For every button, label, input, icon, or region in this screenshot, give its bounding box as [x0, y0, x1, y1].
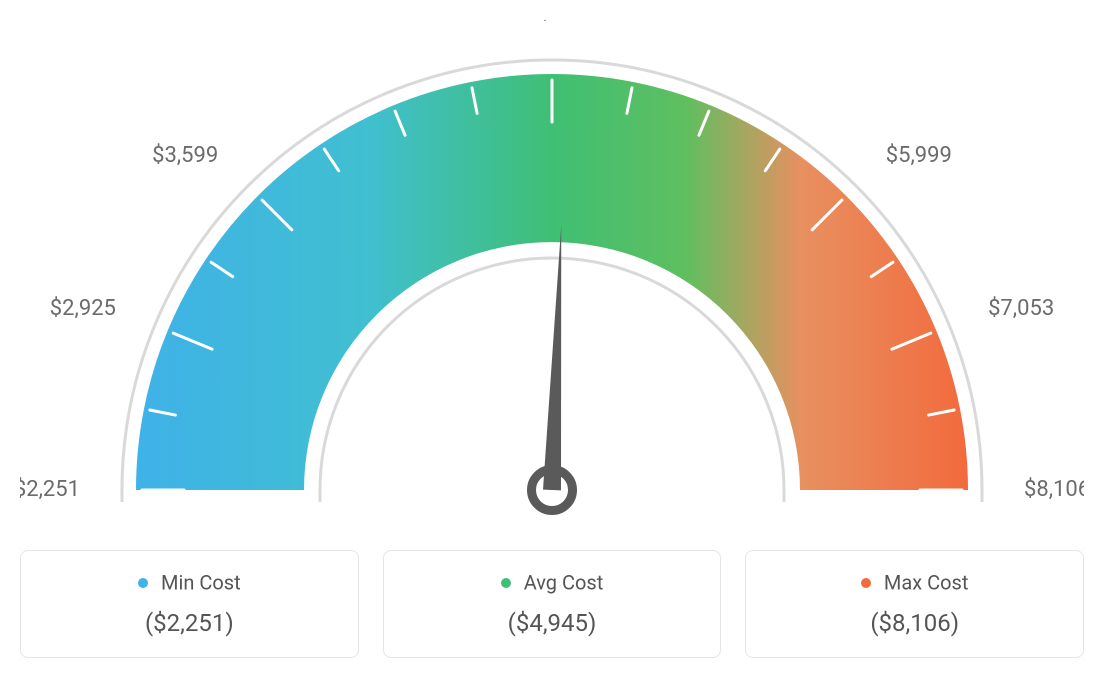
svg-text:$3,599: $3,599: [152, 143, 218, 168]
svg-text:$2,251: $2,251: [20, 477, 80, 502]
svg-text:$8,106: $8,106: [1024, 477, 1084, 502]
min-cost-card: Min Cost ($2,251): [20, 550, 359, 658]
min-value: ($2,251): [31, 609, 348, 637]
avg-value: ($4,945): [394, 609, 711, 637]
avg-dot-icon: [501, 578, 511, 588]
avg-cost-card: Avg Cost ($4,945): [383, 550, 722, 658]
avg-title: Avg Cost: [524, 571, 604, 595]
svg-text:$4,945: $4,945: [519, 20, 585, 24]
max-title: Max Cost: [884, 571, 969, 595]
min-title: Min Cost: [161, 571, 241, 595]
svg-text:$2,925: $2,925: [50, 296, 116, 321]
min-dot-icon: [138, 578, 148, 588]
max-cost-card: Max Cost ($8,106): [745, 550, 1084, 658]
max-dot-icon: [861, 578, 871, 588]
max-value: ($8,106): [756, 609, 1073, 637]
legend-row: Min Cost ($2,251) Avg Cost ($4,945) Max …: [20, 550, 1084, 658]
svg-text:$7,053: $7,053: [988, 296, 1054, 321]
svg-text:$5,999: $5,999: [886, 143, 952, 168]
cost-gauge-chart: $2,251 $2,925 $3,599 $4,945 $5,999 $7,053 $8,1…: [20, 20, 1084, 540]
